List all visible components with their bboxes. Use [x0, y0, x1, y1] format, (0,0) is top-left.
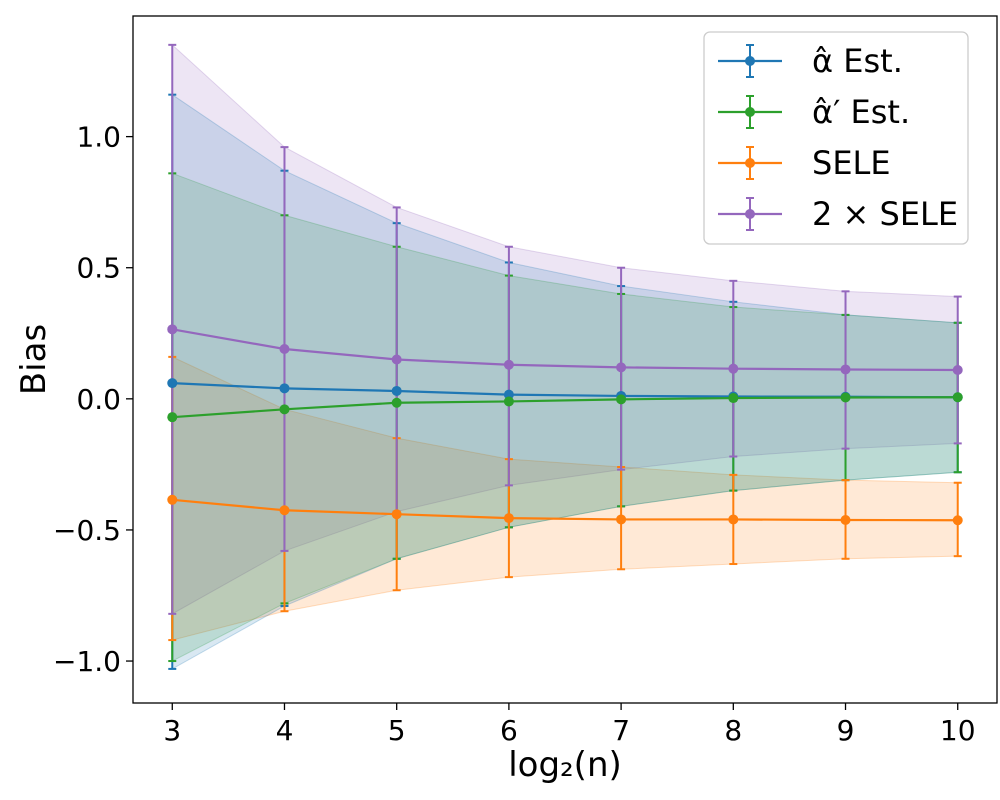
data-point-2-3 [503, 513, 514, 524]
x-tick-label: 10 [940, 714, 976, 747]
data-point-1-5 [728, 393, 739, 404]
legend-marker-3 [745, 209, 755, 219]
legend: α̂ Est. α̂′ Est. SELE 2 × SELE [703, 31, 969, 245]
data-point-1-0 [167, 412, 178, 423]
legend-box [703, 31, 969, 245]
data-point-2-2 [391, 509, 402, 520]
data-point-3-5 [728, 363, 739, 374]
data-point-1-1 [279, 404, 290, 415]
data-point-3-6 [840, 364, 851, 375]
y-tick-label: 0.5 [76, 252, 121, 285]
series-line-3 [172, 328, 958, 372]
y-tick-label: 0.0 [76, 383, 121, 416]
legend-marker-1 [745, 107, 755, 117]
uncertainty-bands [171, 43, 959, 670]
series-markers [167, 324, 963, 526]
data-point-3-0 [167, 324, 178, 335]
legend-marker-2 [745, 158, 755, 168]
y-axis-ticks: −1.0 −0.5 0.0 0.5 1.0 [53, 121, 133, 678]
data-point-0-0 [167, 378, 178, 389]
data-point-1-2 [391, 397, 402, 408]
x-tick-label: 4 [276, 714, 294, 747]
plot-frame [132, 15, 998, 704]
data-point-2-6 [840, 514, 851, 525]
data-point-1-7 [952, 392, 963, 403]
data-point-3-2 [391, 354, 402, 365]
data-point-1-4 [616, 394, 627, 405]
y-tick-label: −0.5 [53, 514, 121, 547]
y-tick-label: −1.0 [53, 645, 121, 678]
x-axis-ticks: 3 4 5 6 7 8 9 10 [163, 703, 976, 747]
legend-label-1: α̂′ Est. [812, 93, 910, 131]
legend-label-0: α̂ Est. [812, 42, 903, 80]
x-tick-label: 9 [837, 714, 855, 747]
series-lines [172, 328, 958, 522]
data-point-0-1 [279, 383, 290, 394]
y-axis-title: Bias [14, 324, 54, 395]
series-line-2 [172, 498, 958, 522]
x-tick-label: 5 [388, 714, 406, 747]
data-point-3-4 [616, 362, 627, 373]
legend-marker-0 [745, 56, 755, 66]
x-tick-label: 7 [612, 714, 630, 747]
data-point-0-2 [391, 385, 402, 396]
legend-label-2: SELE [812, 144, 891, 182]
data-point-3-7 [952, 364, 963, 375]
data-point-1-6 [840, 392, 851, 403]
y-tick-label: 1.0 [76, 121, 121, 154]
data-point-2-7 [952, 515, 963, 526]
data-point-1-3 [503, 396, 514, 407]
x-tick-label: 3 [163, 714, 181, 747]
data-point-2-1 [279, 505, 290, 516]
x-axis-title: log₂(n) [508, 745, 622, 785]
data-point-2-0 [167, 494, 178, 505]
x-tick-label: 6 [500, 714, 518, 747]
data-point-2-5 [728, 514, 739, 525]
data-point-2-4 [616, 514, 627, 525]
data-point-3-1 [279, 344, 290, 355]
x-tick-label: 8 [724, 714, 742, 747]
data-point-3-3 [503, 359, 514, 370]
series-line-1 [172, 396, 958, 419]
legend-label-3: 2 × SELE [812, 195, 958, 233]
